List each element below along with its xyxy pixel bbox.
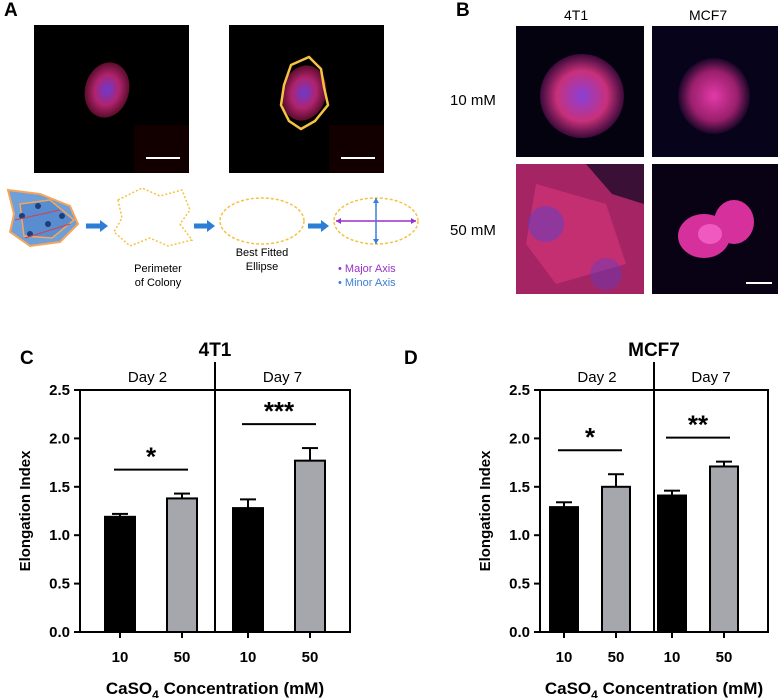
y-axis-label: Elongation Index [17, 450, 34, 571]
micrograph-mcf7-10mm [652, 26, 778, 157]
column-header-4t1: 4T1 [564, 7, 589, 23]
bar [166, 497, 198, 633]
y-tick-label: 2.5 [49, 382, 70, 399]
chart-mcf7-elongation: D MCF7 0.0 0.5 1.0 1.5 2.0 2.5 Elongation Index D… [404, 340, 769, 698]
elongation-flow-diagram [6, 187, 419, 248]
x-tick-label: 50 [608, 649, 625, 666]
x-axis-label: CaSO4 Concentration (mM) [106, 679, 324, 698]
best-fitted-ellipse-label: Best Fitted Ellipse [235, 247, 289, 273]
cell-cluster-icon [6, 188, 80, 248]
y-tick-label: 0.0 [509, 624, 530, 641]
major-axis-legend: • Major Axis [338, 263, 396, 275]
x-tick-label: 10 [556, 649, 573, 666]
chart-4t1-elongation: C 4T1 0.0 0.5 1.0 1.5 2.0 2.5 Elongation Index Da… [17, 340, 351, 698]
bar [294, 459, 326, 633]
y-tick-label: 0.5 [509, 576, 530, 593]
bar [657, 494, 687, 633]
scale-bar [341, 157, 375, 159]
flow-arrow-icon [308, 220, 329, 232]
micrograph-mcf7-50mm [652, 164, 778, 294]
bar [232, 507, 264, 633]
x-tick-label: 10 [240, 649, 257, 666]
group-label: Day 2 [128, 369, 167, 386]
panel-a-outlined-colony-image [229, 25, 384, 173]
group-label: Day 7 [263, 369, 302, 386]
y-axis-label: Elongation Index [477, 450, 494, 571]
panel-a-colony-image [34, 25, 189, 173]
significance-marker: ** [688, 410, 709, 440]
group-label: Day 2 [577, 369, 616, 386]
bar [104, 515, 136, 633]
y-tick-label: 0.5 [49, 576, 70, 593]
x-tick-label: 50 [302, 649, 319, 666]
minor-axis-legend: • Minor Axis [338, 277, 396, 289]
y-tick-label: 2.0 [509, 430, 530, 447]
significance-marker: * [146, 442, 157, 472]
chart-title: MCF7 [628, 340, 680, 361]
x-axis-label: CaSO4 Concentration (mM) [545, 679, 763, 698]
y-tick-label: 2.5 [509, 382, 530, 399]
chart-title: 4T1 [199, 340, 232, 361]
perimeter-outline-icon [113, 187, 194, 247]
y-tick-label: 1.0 [49, 527, 70, 544]
micrograph-mcf7-10mm-graphic [652, 26, 778, 157]
row-header-10mm: 10 mM [450, 92, 496, 109]
x-tick-label: 10 [664, 649, 681, 666]
x-tick-label: 50 [174, 649, 191, 666]
perimeter-label: Perimeter of Colony [134, 263, 182, 289]
column-header-mcf7: MCF7 [689, 7, 728, 23]
row-header-50mm: 50 mM [450, 222, 496, 239]
panel-letter: C [20, 348, 34, 369]
micrograph-mcf7-50mm-graphic [652, 164, 778, 294]
micrograph-4t1-50mm [516, 164, 644, 294]
bar [549, 506, 579, 634]
bar [709, 465, 739, 633]
outlined-colony-graphic [229, 25, 384, 173]
x-tick-label: 50 [716, 649, 733, 666]
flow-arrow-icon [194, 220, 215, 232]
y-tick-label: 0.0 [49, 624, 70, 641]
fitted-ellipse-icon [219, 197, 305, 245]
y-tick-label: 2.0 [49, 430, 70, 447]
x-tick-label: 10 [112, 649, 129, 666]
panel-letter: D [404, 348, 418, 369]
y-tick-label: 1.0 [509, 527, 530, 544]
scale-bar [146, 157, 180, 159]
micrograph-4t1-10mm-graphic [516, 26, 644, 157]
y-tick-label: 1.5 [49, 479, 70, 496]
significance-marker: *** [264, 396, 295, 426]
axes-ellipse-icon [333, 197, 419, 245]
panel-b-letter: B [456, 0, 470, 21]
bar [601, 485, 631, 633]
flow-arrow-icon [86, 220, 108, 232]
significance-marker: * [585, 422, 596, 452]
panel-a-letter: A [4, 0, 18, 21]
scale-bar [746, 282, 772, 284]
y-tick-label: 1.5 [509, 479, 530, 496]
group-label: Day 7 [691, 369, 730, 386]
micrograph-4t1-50mm-graphic [516, 164, 644, 294]
micrograph-4t1-10mm [516, 26, 644, 157]
colony-image-graphic [34, 25, 189, 173]
